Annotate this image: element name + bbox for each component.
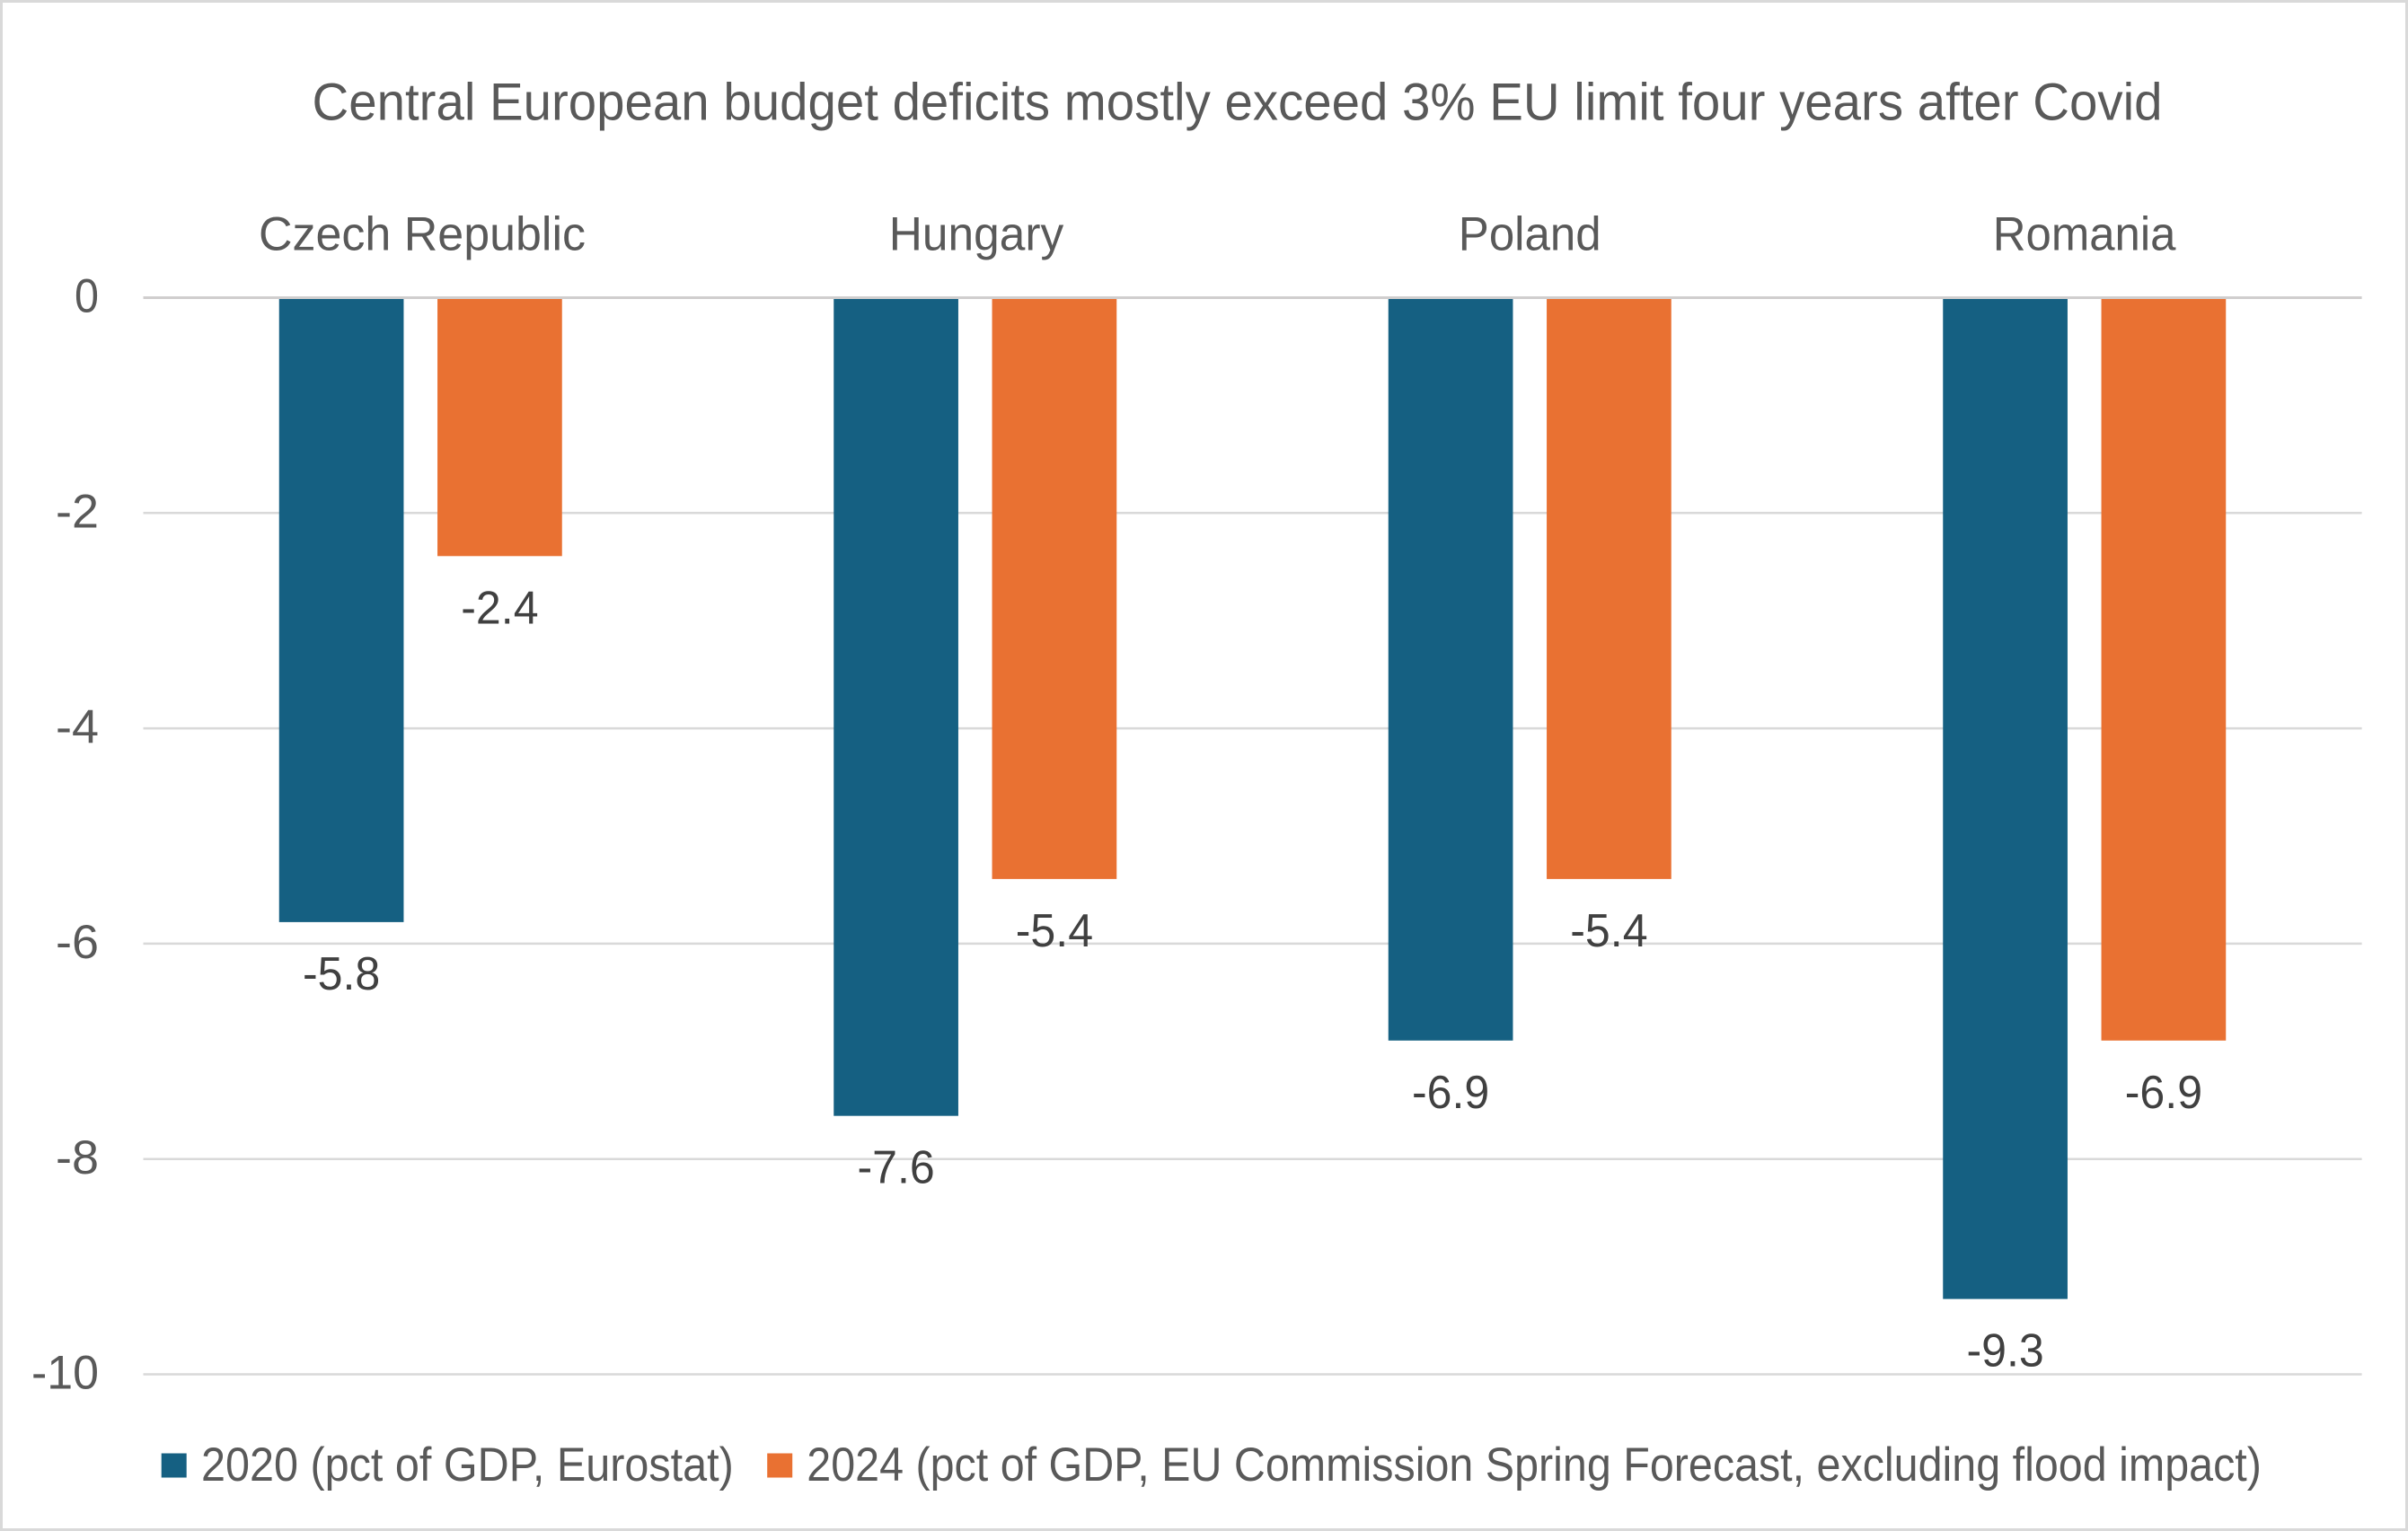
svg-text:Central European budget defici: Central European budget deficits mostly … [313,74,2163,132]
svg-text:-6.9: -6.9 [2125,1067,2202,1119]
svg-text:-4: -4 [56,700,99,753]
svg-text:-2: -2 [56,486,99,539]
svg-text:-6.9: -6.9 [1412,1067,1489,1119]
svg-text:-5.4: -5.4 [1570,905,1647,957]
svg-text:2024 (pct of GDP, EU Commissio: 2024 (pct of GDP, EU Commission Spring F… [807,1439,2262,1491]
svg-text:-2.4: -2.4 [461,582,538,634]
svg-text:2020 (pct of GDP, Eurostat): 2020 (pct of GDP, Eurostat) [201,1439,734,1491]
svg-text:-7.6: -7.6 [857,1142,934,1194]
svg-text:-9.3: -9.3 [1966,1325,2043,1377]
svg-text:-8: -8 [56,1131,99,1184]
svg-text:-5.8: -5.8 [303,948,380,1000]
svg-text:Czech Republic: Czech Republic [259,208,586,261]
svg-text:Poland: Poland [1459,208,1601,261]
svg-text:0: 0 [75,270,99,323]
svg-text:-5.4: -5.4 [1016,905,1093,957]
svg-text:-10: -10 [31,1347,99,1400]
svg-text:Hungary: Hungary [889,208,1064,261]
svg-text:Romania: Romania [1993,208,2176,261]
svg-text:-6: -6 [56,916,99,969]
